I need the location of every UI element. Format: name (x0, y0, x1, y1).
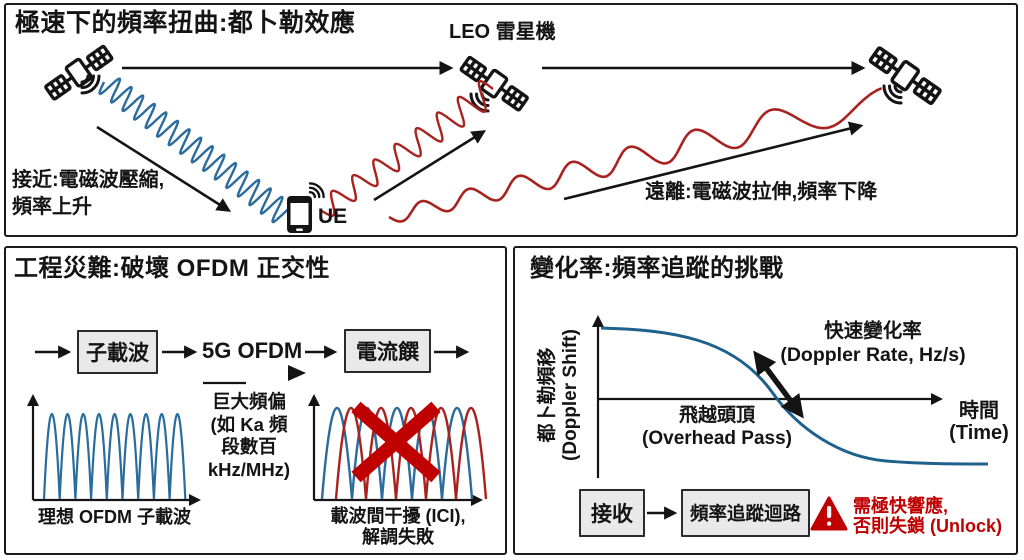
recede-label: 遠離:電磁波拉伸,頻率下降 (645, 181, 878, 203)
tracking-loop-box: 頻率追蹤迴路 (681, 489, 810, 537)
approach-label-line1: 接近:電磁波壓縮, (12, 169, 165, 191)
demod-box: 電流饌 (344, 329, 431, 373)
warning-text-line2: 否則失鎖 (Unlock) (853, 516, 1003, 536)
ici-caption: 載波間干擾 (ICI), 解調失敗 (330, 506, 466, 547)
subcarrier-box: 子載波 (77, 330, 158, 374)
panel-ofdm-disaster (4, 246, 507, 555)
ofdm-panel-title: 工程災難:破壞 OFDM 正交性 (14, 255, 330, 282)
ue-label: UE (318, 205, 348, 228)
doppler-rate-label: 快速變化率 (Doppler Rate, Hz/s) (780, 320, 966, 366)
ideal-ofdm-caption: 理想 OFDM 子載波 (38, 507, 191, 527)
overhead-pass-label: 飛越頭頂 (Overhead Pass) (642, 405, 792, 449)
receive-box: 接收 (579, 489, 645, 537)
frequency-offset-note: 巨大頻偏 (如 Ka 頻 段數百 kHz/MHz) (207, 391, 291, 480)
time-axis-label: 時間 (Time) (949, 400, 1009, 444)
warning-text-line1: 需極快響應, (853, 496, 949, 516)
rate-panel-title: 變化率:頻率追蹤的挑戰 (530, 255, 784, 282)
main-title: 極速下的頻率扭曲:都卜勒效應 (15, 9, 356, 37)
approach-label-line2: 頻率上升 (12, 196, 92, 218)
doppler-y-axis-label: 都卜勒頻移 (Doppler Shift) (537, 329, 581, 461)
ofdm-label: 5G OFDM (202, 338, 303, 363)
leo-satellite-label: LEO 雷星機 (449, 21, 556, 43)
